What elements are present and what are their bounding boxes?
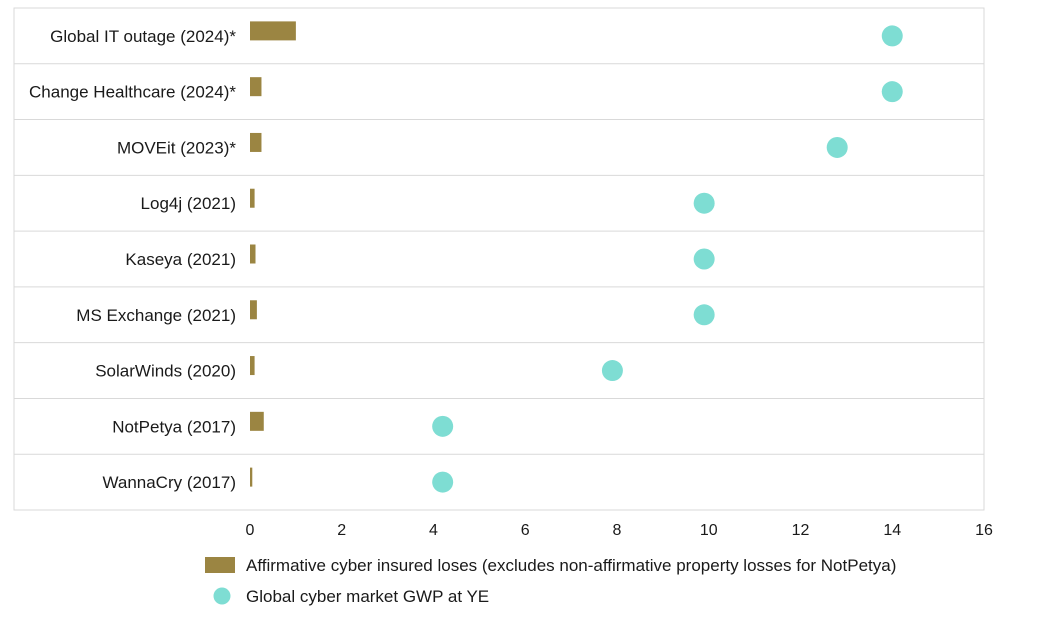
dot-series — [432, 25, 903, 493]
category-label: Log4j (2021) — [141, 194, 236, 213]
dot-mark — [826, 136, 848, 158]
x-tick-label: 2 — [337, 522, 346, 539]
bar-mark — [250, 356, 255, 376]
dot-mark — [601, 360, 623, 382]
bar-mark — [250, 300, 257, 320]
x-tick-label: 4 — [429, 522, 438, 539]
category-label: SolarWinds (2020) — [95, 362, 236, 381]
plot-border — [13, 7, 985, 511]
dot-mark — [693, 248, 715, 270]
x-tick-label: 6 — [521, 522, 530, 539]
bar-mark — [250, 244, 256, 264]
bar-mark — [250, 132, 262, 152]
legend-dot-label: Global cyber market GWP at YE — [246, 587, 489, 606]
bar-mark — [250, 77, 262, 97]
bar-mark — [250, 411, 264, 431]
category-labels: Global IT outage (2024)* Change Healthcar… — [29, 27, 236, 492]
x-tick-label: 12 — [792, 522, 810, 539]
dot-mark — [881, 81, 903, 103]
category-label: MOVEit (2023)* — [117, 138, 236, 157]
legend-bar-swatch — [205, 557, 235, 573]
x-tick-label: 14 — [883, 522, 901, 539]
dot-mark — [432, 471, 454, 493]
x-tick-label: 8 — [613, 522, 622, 539]
category-label: MS Exchange (2021) — [76, 306, 236, 325]
x-tick-label: 0 — [246, 522, 255, 539]
bar-series — [250, 21, 296, 487]
category-label: Change Healthcare (2024)* — [29, 83, 236, 102]
category-label: Kaseya (2021) — [125, 250, 236, 269]
legend: Affirmative cyber insured loses (exclude… — [205, 556, 896, 606]
bar-mark — [250, 21, 296, 41]
dot-mark — [693, 192, 715, 214]
legend-dot-swatch — [213, 587, 231, 605]
category-label: Global IT outage (2024)* — [50, 27, 236, 46]
x-tick-label: 16 — [975, 522, 993, 539]
dot-mark — [432, 415, 454, 437]
legend-bar-label: Affirmative cyber insured loses (exclude… — [246, 556, 896, 575]
grid-lines — [13, 7, 985, 511]
category-label: NotPetya (2017) — [112, 417, 236, 436]
x-tick-labels: 0 2 4 6 8 10 12 14 16 — [246, 522, 993, 539]
dot-mark — [693, 304, 715, 326]
x-tick-label: 10 — [700, 522, 718, 539]
dot-mark — [881, 25, 903, 47]
bar-mark — [250, 467, 253, 487]
bar-mark — [250, 188, 255, 208]
category-label: WannaCry (2017) — [102, 473, 236, 492]
